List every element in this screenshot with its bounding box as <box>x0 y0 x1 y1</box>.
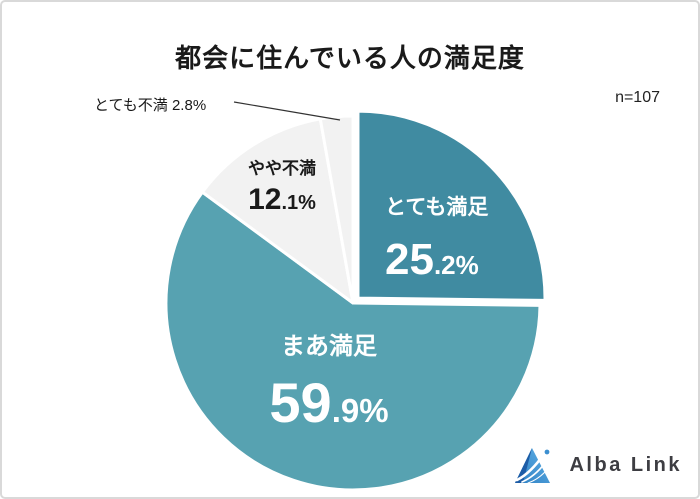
pie-slice-1 <box>356 109 547 302</box>
pie-slice-3 <box>200 117 355 305</box>
slice-percent-very-satisfied: 25.2% <box>385 238 488 282</box>
slice-percent-somewhat-satisfied: 59.9% <box>239 375 419 431</box>
slice-name-somewhat-dissatisfied: やや不満 <box>248 159 316 178</box>
percent-integer: 59 <box>269 371 332 434</box>
slice-name-very-satisfied: とても満足 <box>385 196 489 219</box>
sample-size-label: n=107 <box>615 89 660 106</box>
percent-integer: 12 <box>248 183 282 216</box>
brand-logo-lockup: Alba Link <box>514 445 682 485</box>
slice-label-very-satisfied: とても満足 25.2% <box>385 191 488 282</box>
brand-name: Alba Link <box>569 453 682 476</box>
alba-link-logo-icon <box>515 448 551 484</box>
pie-slice-2 <box>164 190 542 492</box>
percent-fraction: .1% <box>281 192 316 214</box>
slice-label-somewhat-dissatisfied: やや不満 12.1% <box>224 154 340 215</box>
slice-name-somewhat-satisfied: まあ満足 <box>281 333 377 360</box>
slice-label-somewhat-satisfied: まあ満足 59.9% <box>239 326 419 431</box>
chart-title: 都会に住んでいる人の満足度 <box>175 43 525 73</box>
callout-line <box>233 101 341 121</box>
percent-fraction: .9% <box>331 392 389 429</box>
pie-slice-4 <box>318 114 355 305</box>
percent-fraction: .2% <box>433 250 479 280</box>
percent-integer: 25 <box>385 235 434 284</box>
slice-percent-somewhat-dissatisfied: 12.1% <box>224 185 340 215</box>
slice-callout-very-dissatisfied: とても不満 2.8% <box>94 97 207 114</box>
